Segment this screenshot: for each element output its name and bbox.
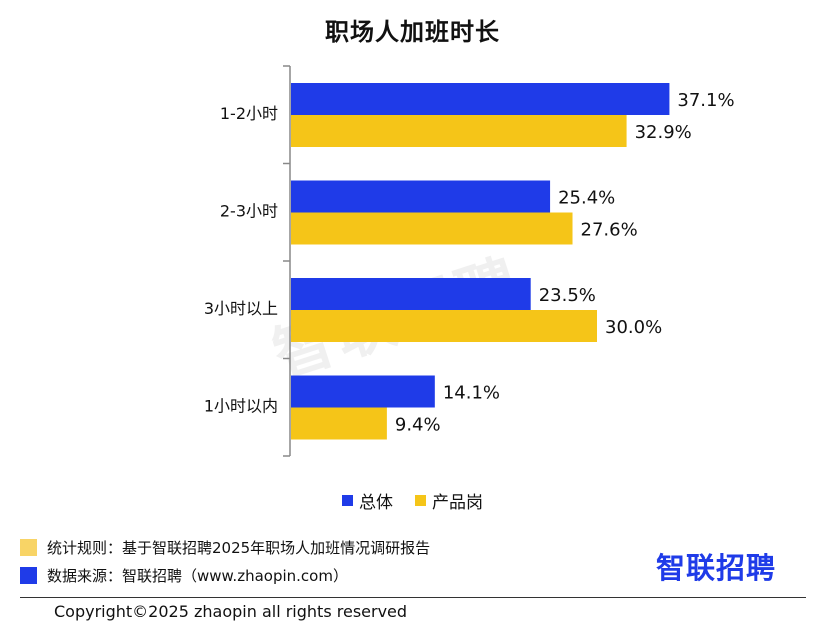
- data-label: 14.1%: [443, 383, 500, 404]
- chart-title: 职场人加班时长: [325, 18, 500, 46]
- data-label: 27.6%: [581, 220, 638, 241]
- source-square-icon: [20, 567, 37, 584]
- bar-overall: [291, 83, 670, 115]
- category-label: 2-3小时: [220, 202, 278, 221]
- bar-product: [291, 115, 627, 147]
- footer-rule-line: 统计规则：基于智联招聘2025年职场人加班情况调研报告: [20, 537, 430, 558]
- bar-product: [291, 407, 387, 440]
- legend-item-product: 产品岗: [415, 488, 483, 513]
- legend-label-overall: 总体: [359, 493, 393, 513]
- bar-product: [291, 310, 597, 342]
- data-label: 25.4%: [558, 188, 615, 209]
- data-label: 37.1%: [677, 90, 734, 111]
- brand-logo: 智联招聘: [656, 551, 777, 585]
- footer-rule-text: 统计规则：基于智联招聘2025年职场人加班情况调研报告: [47, 539, 431, 557]
- bar-overall: [291, 180, 551, 213]
- bar-overall: [291, 278, 531, 310]
- legend-label-product: 产品岗: [432, 493, 483, 513]
- legend-swatch-product: [415, 495, 426, 506]
- footer-source-text: 数据来源：智联招聘（www.zhaopin.com）: [47, 567, 348, 585]
- data-label: 32.9%: [635, 122, 692, 143]
- data-label: 30.0%: [605, 317, 662, 338]
- data-label: 23.5%: [539, 285, 596, 306]
- bar-chart: 1-2小时 37.1% 32.9% 2-3小时 25.4% 27.6% 3小时以上 23.5%…: [204, 65, 735, 457]
- category-label: 1小时以内: [204, 397, 278, 416]
- copyright-text: Copyright©2025 zhaopin all rights reserv…: [54, 602, 408, 621]
- footer-source-line: 数据来源：智联招聘（www.zhaopin.com）: [20, 565, 348, 586]
- legend-item-overall: 总体: [342, 488, 393, 513]
- data-label: 9.4%: [395, 415, 441, 436]
- category-label: 3小时以上: [204, 299, 278, 318]
- category-label: 1-2小时: [220, 104, 278, 123]
- footer-divider: [20, 597, 806, 598]
- legend-swatch-overall: [342, 495, 353, 506]
- legend: 总体 产品岗: [0, 488, 825, 513]
- bar-overall: [291, 375, 435, 408]
- rule-square-icon: [20, 539, 37, 556]
- bar-product: [291, 212, 573, 245]
